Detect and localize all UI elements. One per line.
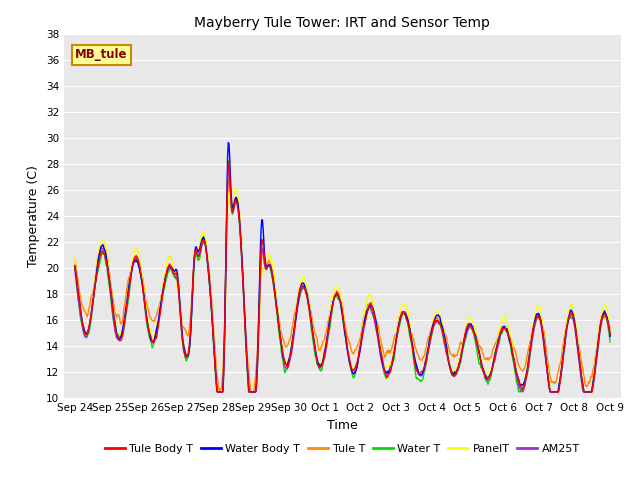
Line: Tule Body T: Tule Body T <box>75 163 610 392</box>
Tule Body T <box>225 160 233 166</box>
AM25T <box>429 326 436 332</box>
Tule Body T <box>213 389 221 395</box>
Tule Body T <box>71 263 79 268</box>
Water Body T <box>606 333 614 339</box>
Tule Body T <box>399 310 406 315</box>
Water T <box>429 326 436 332</box>
Tule Body T <box>260 249 268 255</box>
Text: MB_tule: MB_tule <box>75 48 127 61</box>
Water T <box>225 158 233 164</box>
Line: Water T: Water T <box>75 161 610 392</box>
PanelT <box>429 319 436 324</box>
Line: Tule T: Tule T <box>75 180 610 392</box>
Water T <box>134 257 141 263</box>
Tule T <box>429 323 436 329</box>
Tule Body T <box>280 356 288 362</box>
Tule T <box>134 260 141 265</box>
Water Body T <box>214 389 221 395</box>
Tule T <box>260 253 268 259</box>
Tule T <box>280 339 288 345</box>
Water Body T <box>260 239 268 245</box>
Title: Mayberry Tule Tower: IRT and Sensor Temp: Mayberry Tule Tower: IRT and Sensor Temp <box>195 16 490 30</box>
Tule T <box>399 309 406 315</box>
Tule Body T <box>234 202 241 208</box>
Water Body T <box>234 198 241 204</box>
Line: AM25T: AM25T <box>75 168 610 392</box>
AM25T <box>260 257 268 263</box>
AM25T <box>606 334 614 339</box>
AM25T <box>214 389 221 395</box>
Water T <box>606 339 614 345</box>
PanelT <box>399 301 406 307</box>
Water T <box>260 250 268 255</box>
Water Body T <box>399 310 406 315</box>
Water Body T <box>71 263 79 269</box>
Line: Water Body T: Water Body T <box>75 143 610 392</box>
Water Body T <box>429 322 436 328</box>
PanelT <box>134 247 141 253</box>
Water Body T <box>280 357 288 362</box>
Tule T <box>225 177 233 182</box>
AM25T <box>280 360 288 366</box>
Tule T <box>606 326 614 332</box>
AM25T <box>234 199 241 204</box>
Tule Body T <box>429 325 436 331</box>
AM25T <box>71 266 79 272</box>
Line: PanelT: PanelT <box>75 189 610 392</box>
Tule T <box>233 195 241 201</box>
PanelT <box>232 186 239 192</box>
Legend: Tule Body T, Water Body T, Tule T, Water T, PanelT, AM25T: Tule Body T, Water Body T, Tule T, Water… <box>100 440 584 458</box>
Tule Body T <box>606 332 614 337</box>
AM25T <box>134 258 141 264</box>
PanelT <box>214 389 221 395</box>
PanelT <box>71 256 79 262</box>
PanelT <box>234 189 241 194</box>
PanelT <box>606 328 614 334</box>
Y-axis label: Temperature (C): Temperature (C) <box>28 165 40 267</box>
PanelT <box>260 265 268 271</box>
Tule T <box>71 256 79 262</box>
AM25T <box>399 309 406 315</box>
AM25T <box>225 165 233 170</box>
Tule T <box>248 389 255 395</box>
Water Body T <box>225 140 232 145</box>
Tule Body T <box>134 255 141 261</box>
PanelT <box>280 356 288 362</box>
Water T <box>399 311 406 317</box>
X-axis label: Time: Time <box>327 419 358 432</box>
Water T <box>214 389 221 395</box>
Water T <box>234 202 241 208</box>
Water Body T <box>134 258 141 264</box>
Water T <box>280 367 288 372</box>
Water T <box>71 263 79 269</box>
